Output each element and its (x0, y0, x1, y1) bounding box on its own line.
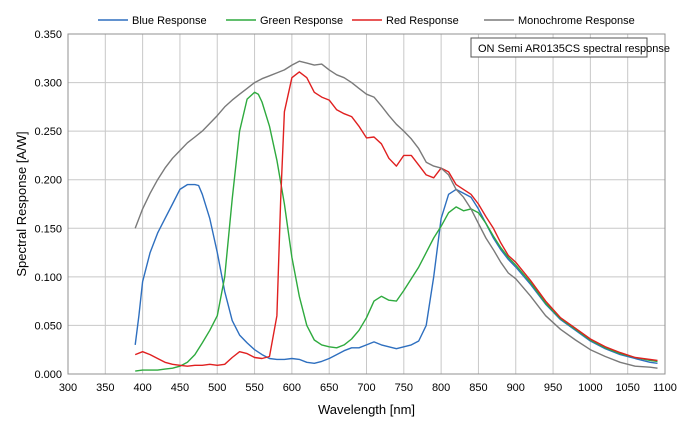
series-line-blue-response (134, 183, 658, 364)
y-tick-label: 0.350 (34, 29, 62, 41)
legend-label: Green Response (260, 15, 343, 27)
annotation-frame (470, 37, 648, 58)
y-axis-label: Spectral Response [A/W] (14, 131, 29, 276)
series-line-green-response (135, 91, 658, 372)
series-layer (134, 60, 658, 372)
x-tick-label: 650 (320, 382, 338, 394)
x-tick-label: 700 (357, 382, 375, 394)
x-tick-label: 450 (171, 382, 189, 394)
legend-label: Blue Response (132, 15, 207, 27)
plot-frame (67, 33, 666, 375)
y-tick-label: 0.150 (34, 223, 62, 235)
x-tick-label: 1050 (615, 382, 639, 394)
series-line-red-response (134, 71, 658, 367)
y-tick-label: 0.050 (34, 320, 62, 332)
x-tick-label: 350 (96, 382, 114, 394)
y-tick-label: 0.200 (34, 175, 62, 187)
annotation-box: ON Semi AR0135CS spectral response (470, 37, 670, 58)
annotation-text: ON Semi AR0135CS spectral response (478, 43, 670, 55)
x-tick-label: 1100 (653, 382, 677, 394)
y-tick-label: 0.100 (34, 272, 62, 284)
x-tick-label: 400 (133, 382, 151, 394)
x-tick-label: 500 (208, 382, 226, 394)
series-line-monochrome-response (134, 60, 658, 369)
y-tick-label: 0.300 (34, 78, 62, 90)
x-tick-label: 850 (469, 382, 487, 394)
legend: Blue Response Green Response Red Response M… (98, 15, 635, 27)
y-tick-label: 0.250 (34, 126, 62, 138)
x-tick-label: 900 (507, 382, 525, 394)
x-tick-label: 750 (395, 382, 413, 394)
x-tick-label: 800 (432, 382, 450, 394)
x-tick-label: 600 (283, 382, 301, 394)
x-tick-label: 950 (544, 382, 562, 394)
legend-label: Monochrome Response (518, 15, 635, 27)
legend-label: Red Response (386, 15, 459, 27)
grid-lines (67, 33, 666, 375)
x-tick-labels: 300 350 400 450 500 550 600 650 700 750 800 850 900 9… (59, 382, 677, 394)
x-tick-label: 300 (59, 382, 77, 394)
x-axis-label: Wavelength [nm] (318, 402, 415, 417)
y-tick-labels: 0.000 0.050 0.100 0.150 0.200 0.250 0.300 0.350 (34, 29, 62, 381)
x-tick-label: 550 (245, 382, 263, 394)
y-tick-label: 0.000 (34, 369, 62, 381)
x-tick-label: 1000 (578, 382, 602, 394)
